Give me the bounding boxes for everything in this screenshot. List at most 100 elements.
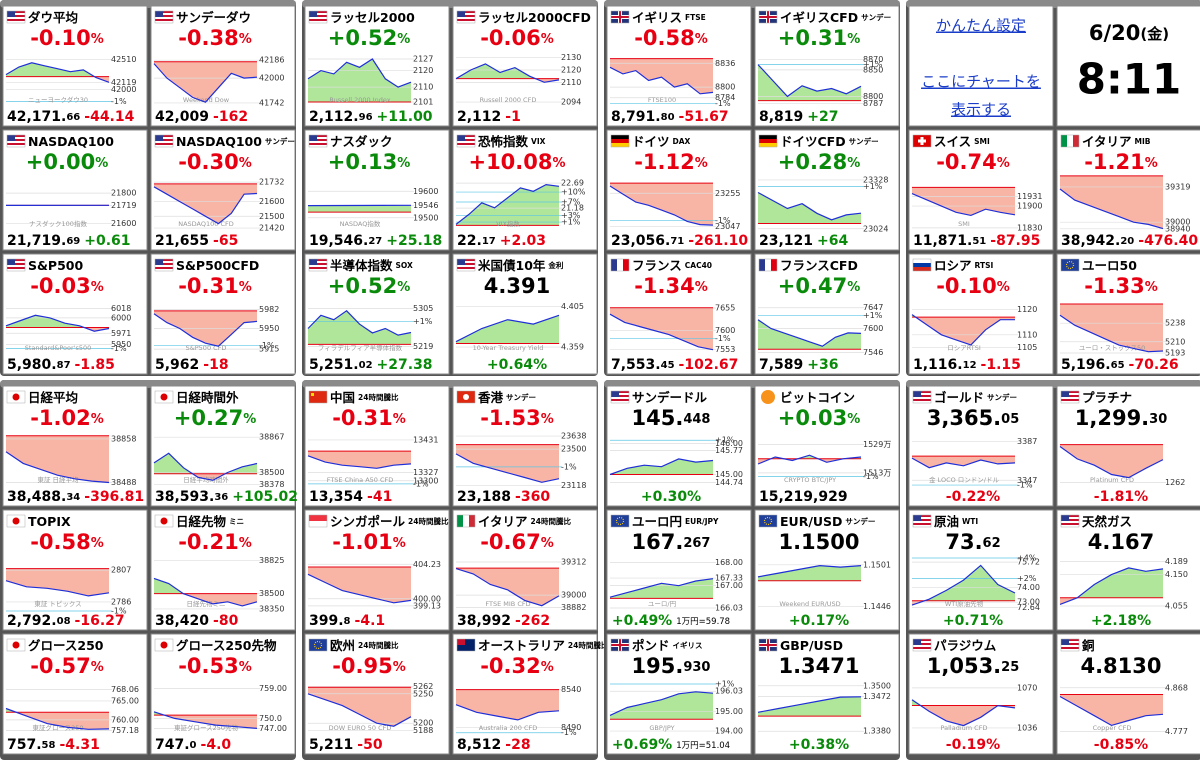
quote-tile[interactable]: ロシア RTSI-0.10%112011101105ロシアRTSI1,116.12… (908, 253, 1054, 375)
tile-name: フランスCFD (780, 258, 858, 273)
quote-tile[interactable]: イギリス FTSE-0.58%883688008784-1%FTSE1008,79… (606, 5, 752, 127)
price: 15,219,929 (759, 489, 848, 505)
quote-tile[interactable]: イギリスCFD サンデー+0.31%8870+1%8850880087878,81… (754, 5, 900, 127)
price-line (455, 314, 560, 343)
quote-tile[interactable]: ナスダック+0.13% 19600 19546 19500 NASDAQ指数 19,546… (304, 129, 450, 251)
bottom-line: 13,354 -41 (309, 489, 392, 505)
watermark: Russell 2000 CFD (480, 96, 537, 104)
name: サンデードル (632, 390, 708, 405)
quote-tile[interactable]: フランスCFD+0.47%7647+1% 7600 7546 7,589 +36 (754, 253, 900, 375)
name: GBP/USD (780, 638, 843, 653)
quote-tile[interactable]: 日経時間外+0.27%388673850038378日経平均時間外38,593.… (150, 385, 298, 507)
name: 天然ガス (1082, 514, 1132, 529)
flag-border (1060, 638, 1080, 652)
name: 中国 (330, 390, 355, 405)
quote-tile[interactable]: NASDAQ100+0.00% 21800 21719 21600 ナスダック100指数… (2, 129, 148, 251)
price: 22. (457, 233, 482, 249)
flag-part (611, 16, 629, 18)
name: 日経平均 (28, 390, 78, 405)
quote-tile[interactable]: TOPIX-0.58% 2807 2786-1% 東証 トピックス 2,792.08 -1… (2, 509, 148, 631)
watermark: ロシアRTSI (947, 344, 981, 352)
tick-label: 4.405 (561, 302, 584, 311)
change: -1 (505, 109, 521, 125)
quote-tile[interactable]: シンガポール 24時間騰比-1.01%404.23400.00399.13399.… (304, 509, 450, 631)
tick-label: 5250 (413, 689, 433, 698)
headline-main: -1.33 (1084, 274, 1145, 298)
name: イタリア (478, 514, 528, 529)
tick-label: +1% (715, 679, 735, 688)
bottom-line: 38,420 -80 (155, 613, 239, 629)
headline: -0.58% (634, 26, 708, 50)
headline-main: +10.08 (468, 150, 552, 174)
bottom-line: 7,553.45 -102.67 (611, 357, 738, 373)
quote-tile[interactable]: 日経先物 ミニ-0.21%388253850038350日経先物ミニ38,420-… (150, 509, 296, 631)
settings-link[interactable]: かんたん設定 (936, 17, 1026, 35)
quote-tile[interactable]: NASDAQ100 サンデー-0.30%21732216002150021420N… (150, 129, 296, 251)
price-line (307, 310, 412, 336)
quote-tile[interactable]: サンデーダウ-0.38% 42186 42000 41742 Weekend Dow 42… (150, 5, 296, 127)
quote-tile[interactable]: ユーロ50-1.33% 5238 5210 5193 ユーロ・ストックス50 5,196.… (1056, 253, 1200, 375)
flag-part (7, 263, 25, 265)
price: 23,188 (457, 489, 511, 505)
change: -4.1 (355, 613, 386, 629)
quote-tile[interactable]: ビットコイン+0.03% 1529万 1513万-1% CRYPTO BTC/JPY 1… (754, 385, 900, 507)
headline: -1.02% (30, 406, 104, 430)
bottom-line: -0.22% (946, 489, 1000, 505)
flag-border (610, 10, 630, 24)
flag-part (1061, 395, 1079, 397)
chart-link[interactable]: ここにチャートを (921, 73, 1041, 91)
price-line (5, 451, 110, 484)
quote-tile[interactable]: 恐怖指数 VIX+10.08%22.69+10%+7%21.18+3%+1%VIX… (452, 129, 598, 251)
name: NASDAQ100 (28, 134, 114, 149)
change: -28 (505, 737, 530, 753)
tick-label: 5193 (1165, 349, 1185, 358)
chart-link[interactable]: 表示する (951, 101, 1011, 119)
headline: 3,365.05 (927, 406, 1020, 430)
loss-area (610, 307, 713, 350)
quote-tile[interactable]: 銅4.8130 4.868 4.777 Copper CFD -0.85% (1056, 633, 1200, 755)
flag-border (308, 514, 328, 528)
quote-tile[interactable]: ポンド イギリス195.930+1%196.03195.00194.00GBP/J… (606, 633, 752, 755)
quote-tile[interactable]: 半導体指数 SOX+0.52%5305+1%5219フィラデルフィア半導体指数5,… (304, 253, 450, 375)
quote-tile[interactable]: グロース250-0.57% 768.06 765.00 760.00 757.18 東証グ… (2, 633, 148, 755)
quote-tile[interactable]: S&P500CFD-0.31% 5982 5950 -1%5915 S&P500 CFD… (150, 253, 296, 375)
quote-tile[interactable]: オーストラリア 24時間騰比-0.32%85408490-1%Australia … (452, 633, 609, 755)
quote-tile[interactable]: ユーロ円 EUR/JPY167.267168.00167.33167.00166.… (606, 509, 752, 631)
tile-name: シンガポール 24時間騰比 (330, 514, 449, 529)
headline: 195.930 (632, 654, 711, 678)
flag-part (457, 263, 475, 265)
loss-area (915, 317, 1015, 345)
change: -0.19% (946, 737, 1000, 753)
sub-name: 24時間騰比 (358, 640, 399, 650)
headline: +0.31% (778, 26, 860, 50)
quote-tile[interactable]: ラッセル2000CFD-0.06% 2130 2120 2110 2094 Russell… (452, 5, 598, 127)
change: -41 (367, 489, 392, 505)
tick-label: 8490 (561, 723, 581, 732)
quote-tile[interactable]: スイス SMI-0.74%119311190011830SMI11,871.51-… (908, 129, 1054, 251)
headline-small: % (239, 536, 252, 551)
price-small: 36 (214, 492, 228, 503)
quote-tile[interactable]: 原油 WTI73.6275.72+4%+2%74.0073.0072.64WTI原… (908, 509, 1054, 631)
quote-tile[interactable]: ラッセル2000+0.52%2127 2120 2110 2101 Russell 20… (304, 5, 450, 127)
quote-tile[interactable]: 日経平均-1.02% 38858 38488 東証 日経平均 38,488.34 -396… (2, 385, 148, 507)
watermark: ナスダック100指数 (29, 219, 87, 228)
